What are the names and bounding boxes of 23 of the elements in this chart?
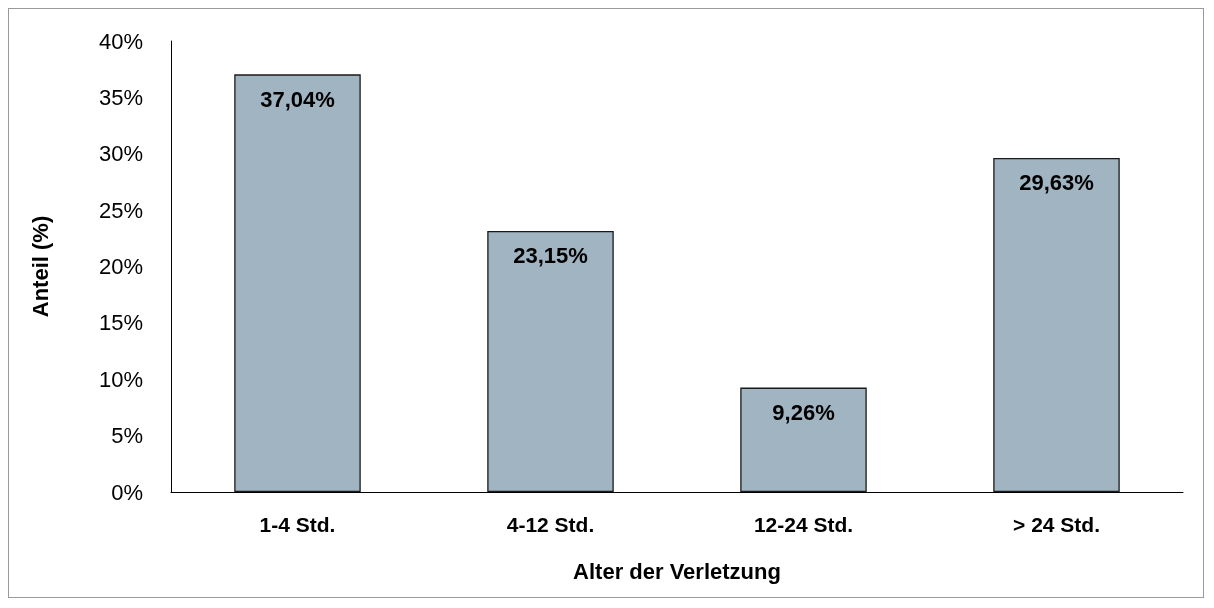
bar (993, 157, 1120, 492)
x-tick-label: 4-12 Std. (506, 513, 595, 536)
y-tick-label: 10% (98, 366, 143, 392)
data-label: 23,15% (513, 243, 588, 269)
y-tick-label: 20% (98, 254, 143, 279)
bar (740, 387, 867, 492)
y-tick-label: 35% (98, 84, 143, 110)
x-axis-title: Alter der Verletzung (573, 558, 781, 584)
bar (234, 74, 361, 492)
bar (487, 230, 614, 492)
y-tick-label: 25% (98, 197, 143, 223)
y-tick-label: 5% (111, 423, 143, 449)
y-axis-title: Anteil (%) (27, 215, 53, 318)
data-label: 29,63% (1019, 170, 1094, 196)
data-label: 37,04% (260, 86, 335, 112)
data-label: 9,26% (772, 400, 835, 426)
y-tick-label: 30% (98, 141, 143, 167)
y-tick-label: 0% (111, 479, 143, 505)
x-tick-label: 1-4 Std. (259, 513, 336, 536)
y-tick-label: 40% (98, 28, 143, 54)
x-tick-label: > 24 Std. (1013, 513, 1100, 536)
x-tick-label: 12-24 Std. (753, 513, 854, 536)
y-tick-label: 15% (98, 310, 143, 336)
